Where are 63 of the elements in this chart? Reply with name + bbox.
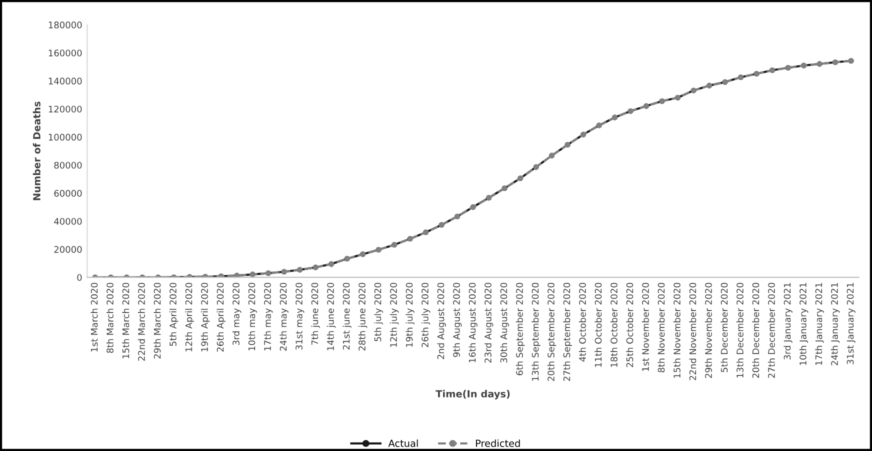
- x-tick-label: 24th January 2021: [830, 283, 840, 366]
- x-tick-label: 23rd August 2020: [484, 282, 494, 363]
- x-tick-label: 14th june 2020: [326, 282, 336, 350]
- x-tick-label: 5th December 2020: [720, 282, 728, 372]
- legend-label: Predicted: [476, 439, 520, 447]
- x-tick-label: 13th September 2020: [532, 282, 540, 381]
- x-tick-label: 11th October 2020: [594, 282, 602, 367]
- x-tick-label: 24th may 2020: [280, 282, 288, 351]
- x-tick-label: 29th March 2020: [154, 282, 161, 359]
- y-tick-label: 20000: [54, 246, 82, 253]
- x-tick-label: 5th April 2020: [169, 282, 178, 346]
- y-tick-label: 60000: [54, 190, 82, 197]
- x-tick-label: 31st January 2021: [846, 283, 856, 364]
- x-tick-label: 15th March 2020: [122, 282, 130, 358]
- x-tick-label: 15th November 2020: [673, 282, 680, 378]
- y-tick-label: 40000: [54, 218, 82, 225]
- x-tick-label: 22nd March 2020: [138, 282, 145, 361]
- x-tick-label: 31st may 2020: [296, 282, 304, 350]
- x-tick-label: 18th October 2020: [610, 282, 618, 367]
- y-tick-label: 0: [77, 274, 82, 281]
- y-tick-label: 180000: [48, 22, 82, 28]
- x-tick-label: 26th April 2020: [216, 282, 226, 352]
- y-tick-label: 80000: [54, 162, 82, 169]
- y-tick-label: 100000: [48, 134, 82, 141]
- x-tick-label: 16th August 2020: [468, 282, 478, 362]
- x-tick-label: 8th March 2020: [106, 282, 114, 353]
- x-tick-label: 4th October 2020: [578, 282, 586, 362]
- x-tick-label: 10th January 2021: [799, 283, 808, 365]
- x-tick-label: 30th August 2020: [500, 282, 509, 363]
- x-tick-label: 12th july 2020: [390, 282, 399, 347]
- x-tick-label: 21st june 2020: [342, 282, 352, 350]
- x-tick-label: 10th may 2020: [248, 282, 257, 350]
- x-tick-label: 8th November 2020: [658, 282, 665, 372]
- x-tick-label: 9th August 2020: [452, 282, 462, 357]
- x-tick-label: 19th july 2020: [406, 282, 414, 347]
- x-tick-label: 20th December 2020: [752, 282, 760, 378]
- x-tick-label: 22nd November 2020: [689, 282, 696, 380]
- x-tick-label: 1st March 2020: [90, 282, 98, 352]
- y-tick-label: 140000: [48, 78, 82, 84]
- x-tick-label: 13th December 2020: [736, 282, 744, 378]
- x-tick-label: 29th November 2020: [704, 282, 712, 378]
- x-tick-label: 19th April 2020: [200, 282, 210, 352]
- y-tick-label: 120000: [48, 106, 82, 113]
- x-tick-label: 17th January 2021: [815, 283, 824, 365]
- x-tick-label: 6th September 2020: [516, 282, 525, 376]
- x-tick-label: 27th December 2020: [768, 282, 775, 378]
- x-tick-label: 25th October 2020: [626, 282, 634, 368]
- x-tick-label: 17th may 2020: [264, 282, 273, 350]
- legend-label: Actual: [388, 439, 418, 447]
- x-tick-label: 26th july 2020: [421, 282, 430, 348]
- x-tick-label: 3rd January 2021: [784, 283, 792, 360]
- x-tick-label: 28th june 2020: [358, 282, 368, 351]
- x-tick-label: 7th june 2020: [311, 282, 320, 345]
- x-tick-label: 27th September 2020: [563, 282, 572, 381]
- x-tick-label: 12th April 2020: [185, 282, 194, 352]
- x-axis-title: Time(In days): [436, 390, 510, 400]
- y-tick-label: 160000: [48, 50, 82, 56]
- x-tick-label: 5th july 2020: [374, 282, 383, 342]
- x-tick-label: 2nd August 2020: [437, 282, 446, 360]
- x-tick-label: 3rd may 2020: [232, 282, 242, 345]
- x-tick-label: 20th September 2020: [547, 282, 556, 381]
- y-axis-title: Number of Deaths: [32, 102, 40, 200]
- x-tick-label: 1st November 2020: [642, 282, 649, 371]
